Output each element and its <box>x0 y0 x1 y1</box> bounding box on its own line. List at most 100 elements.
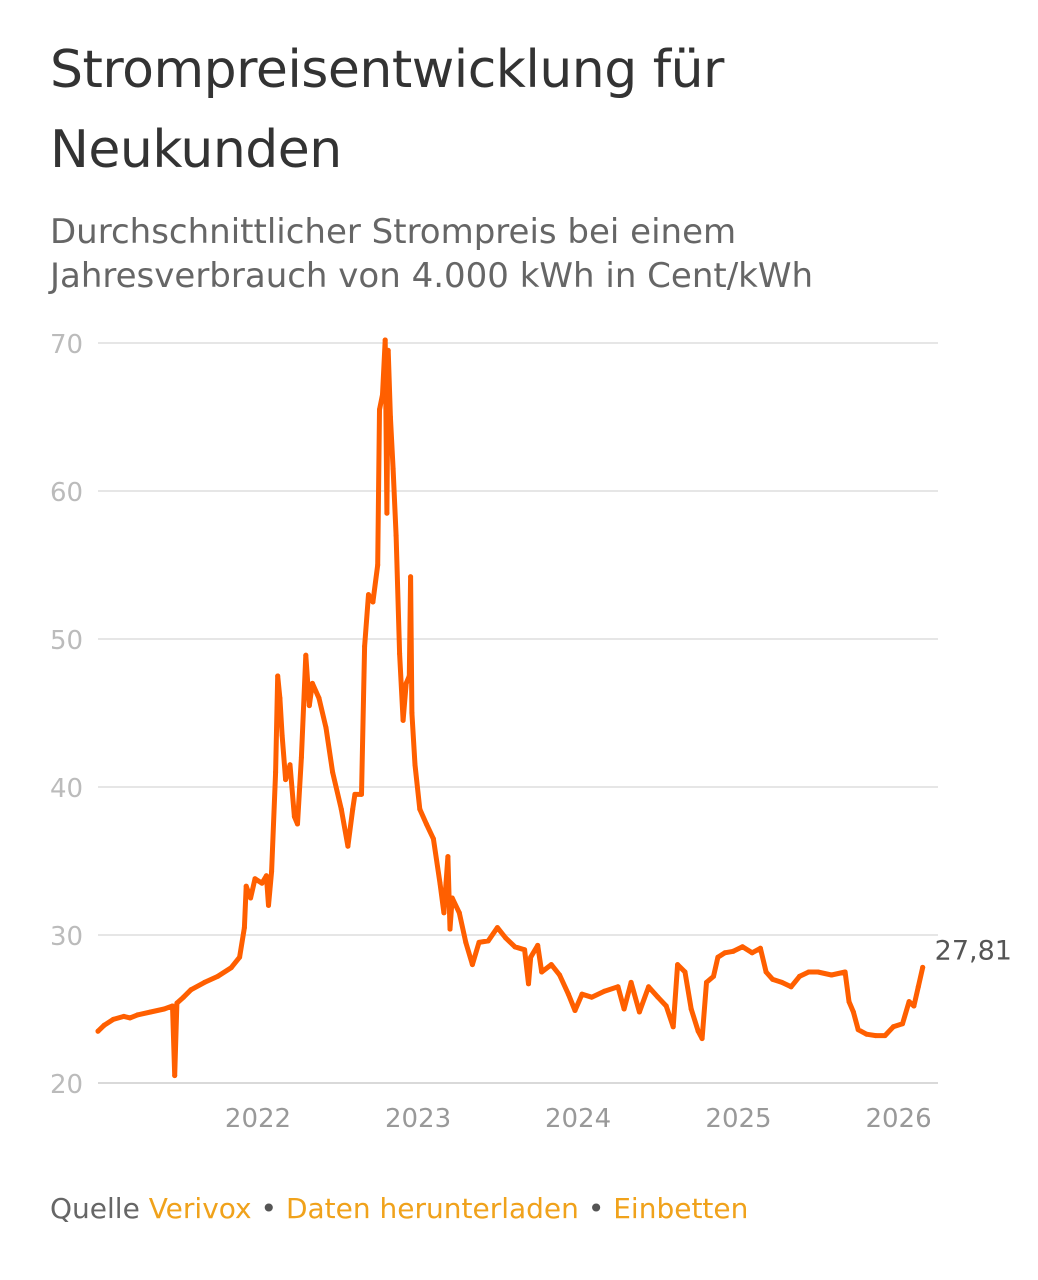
data-point <box>621 1006 627 1012</box>
data-point <box>855 1027 861 1033</box>
data-point <box>636 1009 642 1015</box>
data-point <box>449 895 455 901</box>
data-point <box>309 680 315 686</box>
data-point <box>882 1033 888 1039</box>
data-point <box>283 777 289 783</box>
data-point <box>539 969 545 975</box>
x-axis-ticks: 2022 2023 2024 2025 2026 <box>225 1104 932 1134</box>
data-point <box>409 710 415 716</box>
data-point <box>350 806 356 812</box>
x-tick-label: 2024 <box>545 1104 611 1134</box>
x-tick-label: 2023 <box>385 1104 451 1134</box>
data-point <box>248 895 254 901</box>
embed-link[interactable]: Einbetten <box>613 1192 749 1225</box>
grid-lines <box>98 342 938 1084</box>
data-point <box>390 466 396 472</box>
data-point <box>846 999 852 1005</box>
data-point <box>269 868 275 874</box>
data-point <box>699 1036 705 1042</box>
data-point <box>403 680 409 686</box>
data-point <box>864 1031 869 1037</box>
data-point <box>417 806 423 812</box>
data-point <box>387 414 393 420</box>
data-point <box>215 973 221 979</box>
data-point <box>655 994 661 1000</box>
data-point <box>779 979 785 985</box>
data-point <box>174 1000 180 1006</box>
price-series-points <box>95 337 926 1079</box>
data-point <box>441 910 447 916</box>
data-point <box>266 902 271 908</box>
separator: • <box>587 1192 605 1225</box>
data-point <box>920 964 926 970</box>
y-tick-label: 20 <box>50 1070 83 1100</box>
data-point <box>445 854 451 860</box>
data-point <box>366 592 371 598</box>
data-point <box>757 945 763 951</box>
data-point <box>535 942 541 948</box>
data-point <box>850 1009 856 1015</box>
y-axis-ticks: 20 30 40 50 60 70 <box>50 330 83 1100</box>
data-point <box>228 965 234 971</box>
data-point <box>370 599 376 605</box>
y-tick-label: 60 <box>50 478 83 508</box>
data-point <box>749 950 755 956</box>
data-point <box>345 843 351 849</box>
data-point <box>770 976 776 982</box>
data-point <box>252 876 258 882</box>
data-point <box>469 962 475 968</box>
data-point <box>316 695 322 701</box>
y-tick-label: 40 <box>50 774 83 804</box>
download-data-link[interactable]: Daten herunterladen <box>285 1192 579 1225</box>
data-point <box>675 962 681 968</box>
data-point <box>915 984 921 990</box>
data-point <box>476 939 482 945</box>
data-point <box>338 806 344 812</box>
chart-subtitle: Durchschnittlicher Strompreis bei einem … <box>50 212 814 296</box>
data-point <box>512 944 518 950</box>
data-point <box>382 337 388 343</box>
source-prefix: Quelle <box>50 1192 140 1225</box>
data-point <box>906 999 912 1005</box>
data-point <box>172 1073 178 1079</box>
data-point <box>95 1028 101 1034</box>
data-point <box>287 762 293 768</box>
data-point <box>243 883 249 889</box>
data-point <box>277 695 283 701</box>
data-point <box>412 762 418 768</box>
data-point <box>740 944 745 950</box>
data-point <box>911 1003 917 1009</box>
data-point <box>279 732 285 738</box>
data-point <box>704 979 709 985</box>
data-point <box>437 880 443 886</box>
data-point <box>237 954 243 960</box>
source-link[interactable]: Verivox <box>148 1192 252 1225</box>
data-point <box>890 1024 896 1030</box>
data-point <box>695 1028 701 1034</box>
data-point <box>522 947 528 953</box>
data-point <box>601 988 607 994</box>
footer: Quelle Verivox • Daten herunterladen • E… <box>50 1192 748 1225</box>
separator: • <box>260 1192 278 1225</box>
data-point <box>528 954 534 960</box>
data-point <box>406 673 412 679</box>
data-point <box>763 969 769 975</box>
data-point <box>202 979 207 985</box>
data-point <box>730 948 736 954</box>
data-point <box>842 969 848 975</box>
data-point <box>352 791 358 797</box>
data-point <box>485 938 491 944</box>
data-point <box>306 703 312 709</box>
data-point <box>423 821 429 827</box>
data-point <box>170 1003 175 1009</box>
data-point <box>380 392 385 398</box>
data-point <box>241 925 247 931</box>
data-point <box>579 991 585 997</box>
x-tick-label: 2025 <box>705 1104 771 1134</box>
data-point <box>526 981 531 987</box>
data-point <box>548 962 554 968</box>
data-point <box>101 1022 107 1028</box>
last-value-label: 27,81 <box>935 935 1012 966</box>
data-point <box>385 347 391 353</box>
data-point <box>628 979 634 985</box>
